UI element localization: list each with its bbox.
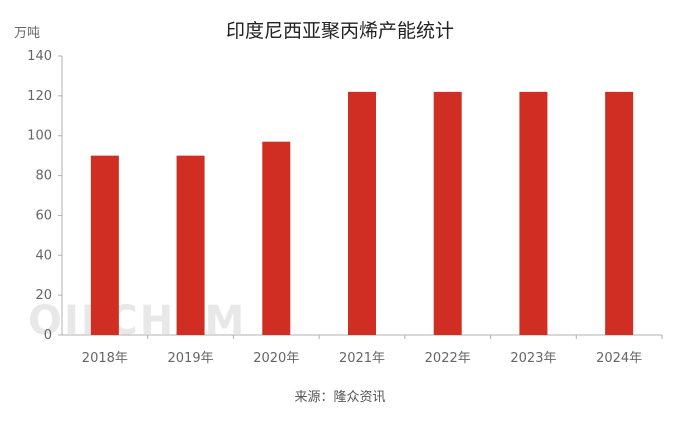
y-tick-label: 0 [44, 328, 52, 343]
x-tick-label: 2018年 [82, 351, 128, 366]
bar-5 [433, 91, 462, 335]
y-tick-label: 100 [27, 129, 52, 144]
bar-1 [90, 155, 119, 335]
source-note: 来源：隆众资讯 [294, 390, 386, 405]
bar-7 [605, 91, 634, 335]
y-axis-unit-label: 万吨 [14, 26, 41, 41]
x-tick-label: 2024年 [596, 351, 642, 366]
x-tick-label: 2022年 [425, 351, 471, 366]
y-tick-label: 120 [27, 89, 52, 104]
chart-title: 印度尼西亚聚丙烯产能统计 [225, 20, 454, 42]
x-tick-label: 2023年 [510, 351, 556, 366]
y-tick-label: 140 [27, 49, 52, 64]
x-tick-label: 2020年 [253, 351, 299, 366]
bar-2 [176, 155, 205, 335]
y-tick-label: 80 [35, 169, 52, 184]
x-tick-label: 2019年 [168, 351, 214, 366]
y-tick-label: 60 [35, 208, 52, 223]
bar-6 [519, 91, 548, 335]
watermark-logo: OILCHEM [28, 298, 247, 344]
bar-3 [262, 141, 291, 335]
y-tick-label: 40 [35, 248, 52, 263]
bar-4 [348, 91, 376, 335]
x-tick-label: 2021年 [339, 351, 385, 366]
y-tick-label: 20 [35, 288, 52, 303]
